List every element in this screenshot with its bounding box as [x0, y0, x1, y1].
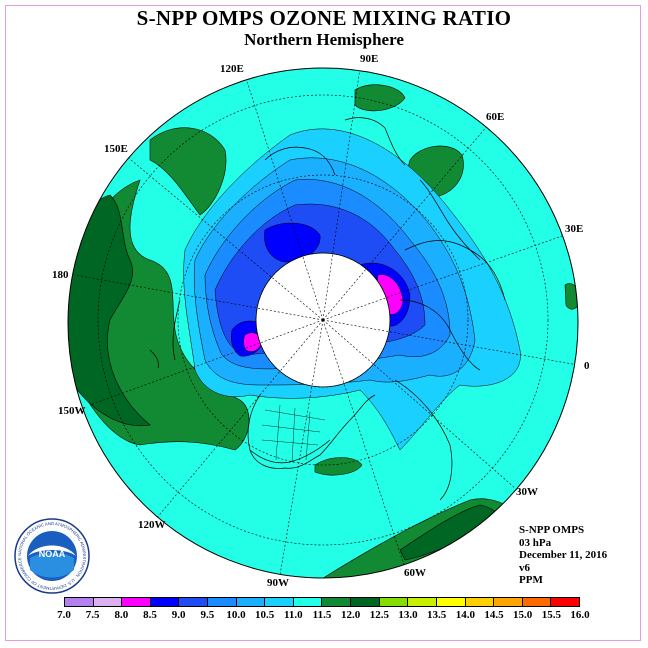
legend-swatch-10.0: [236, 598, 266, 606]
legend-swatch-9.5: [208, 598, 237, 606]
lon-label-30w: 30W: [516, 486, 538, 498]
info-units: PPM: [519, 574, 543, 586]
legend-swatch-12.0: [351, 598, 380, 606]
lon-label-180: 180: [52, 269, 69, 281]
legend-swatch-8.5: [150, 598, 180, 606]
info-version: v6: [519, 561, 530, 574]
contour-11.5-north: [149, 127, 227, 216]
legend-swatch-7.5: [93, 598, 123, 606]
lon-label-120w: 120W: [138, 519, 166, 531]
legend-tick-label: 12.5: [369, 609, 389, 621]
legend-tick-label: 14.0: [455, 609, 475, 621]
legend-swatch-14.0: [465, 598, 495, 606]
info-level: 03 hPa: [519, 536, 552, 549]
color-legend-labels: 7.0 7.5 8.0 8.5 9.0 9.5 10.0 10.5 11.0 11.5 12.0 12…: [0, 609, 648, 623]
legend-swatch-10.5: [265, 598, 294, 606]
legend-tick-label: 12.0: [341, 609, 361, 621]
legend-tick-label: 7.5: [85, 609, 100, 621]
legend-swatch-13.0: [408, 598, 437, 606]
legend-tick-label: 8.5: [143, 609, 157, 621]
page-frame: [5, 5, 641, 641]
legend-tick-label: 10.0: [226, 609, 246, 621]
contour-12-west: [68, 194, 151, 427]
legend-tick-label: 15.5: [541, 609, 561, 621]
contour-8-west: [243, 332, 263, 352]
legend-swatch-13.5: [436, 598, 466, 606]
info-date: December 11, 2016: [519, 549, 608, 561]
graticule: [74, 68, 578, 576]
noaa-logo: NOAA NATIONAL OCEANIC AND ATMOSPHERIC AD…: [14, 518, 90, 594]
legend-tick-label: 9.0: [171, 609, 186, 621]
legend-tick-label: 7.0: [57, 609, 71, 621]
legend-tick-label: 14.5: [484, 609, 504, 621]
legend-tick-label: 8.0: [114, 609, 129, 621]
color-legend: [64, 597, 580, 607]
legend-swatch-14.5: [494, 598, 523, 606]
legend-tick-label: 11.5: [312, 609, 332, 621]
lon-label-150e: 150E: [104, 143, 128, 155]
legend-tick-label: 13.0: [398, 609, 418, 621]
legend-tick-label: 11.0: [284, 609, 303, 621]
lon-label-120e: 120E: [220, 63, 244, 75]
map-boundary: [67, 67, 579, 579]
lon-label-90w: 90W: [267, 577, 289, 589]
legend-tick-label: 16.0: [570, 609, 590, 621]
legend-tick-label: 10.5: [255, 609, 275, 621]
page-subtitle: Northern Hemisphere: [244, 30, 404, 49]
legend-tick-label: 15.0: [513, 609, 533, 621]
lon-label-150w: 150W: [58, 405, 86, 417]
lon-label-60w: 60W: [404, 567, 426, 579]
legend-swatch-9.0: [179, 598, 209, 606]
legend-tick-label: 13.5: [427, 609, 447, 621]
lon-label-90e: 90E: [360, 53, 378, 65]
page-title: S-NPP OMPS OZONE MIXING RATIO: [136, 6, 512, 30]
info-instrument: S-NPP OMPS: [519, 524, 585, 536]
legend-swatch-11.0: [293, 598, 323, 606]
contour-11.5-top: [354, 84, 406, 112]
info-block: S-NPP OMPS 03 hPa December 11, 2016 v6 P…: [519, 524, 607, 587]
lon-label-60e: 60E: [486, 111, 504, 123]
lon-label-30e: 30E: [565, 223, 583, 235]
legend-swatch-15.5: [551, 598, 579, 606]
us-state-lines: [261, 404, 326, 463]
contour-11.5-atlantic: [314, 457, 363, 476]
legend-swatch-7.0: [65, 598, 94, 606]
legend-swatch-15.0: [522, 598, 552, 606]
legend-swatch-12.5: [379, 598, 409, 606]
legend-swatch-11.5: [322, 598, 352, 606]
legend-swatch-8.0: [122, 598, 151, 606]
legend-tick-label: 9.5: [200, 609, 215, 621]
noaa-logo-text: NOAA: [39, 549, 66, 559]
lon-label-0: 0: [584, 360, 590, 372]
